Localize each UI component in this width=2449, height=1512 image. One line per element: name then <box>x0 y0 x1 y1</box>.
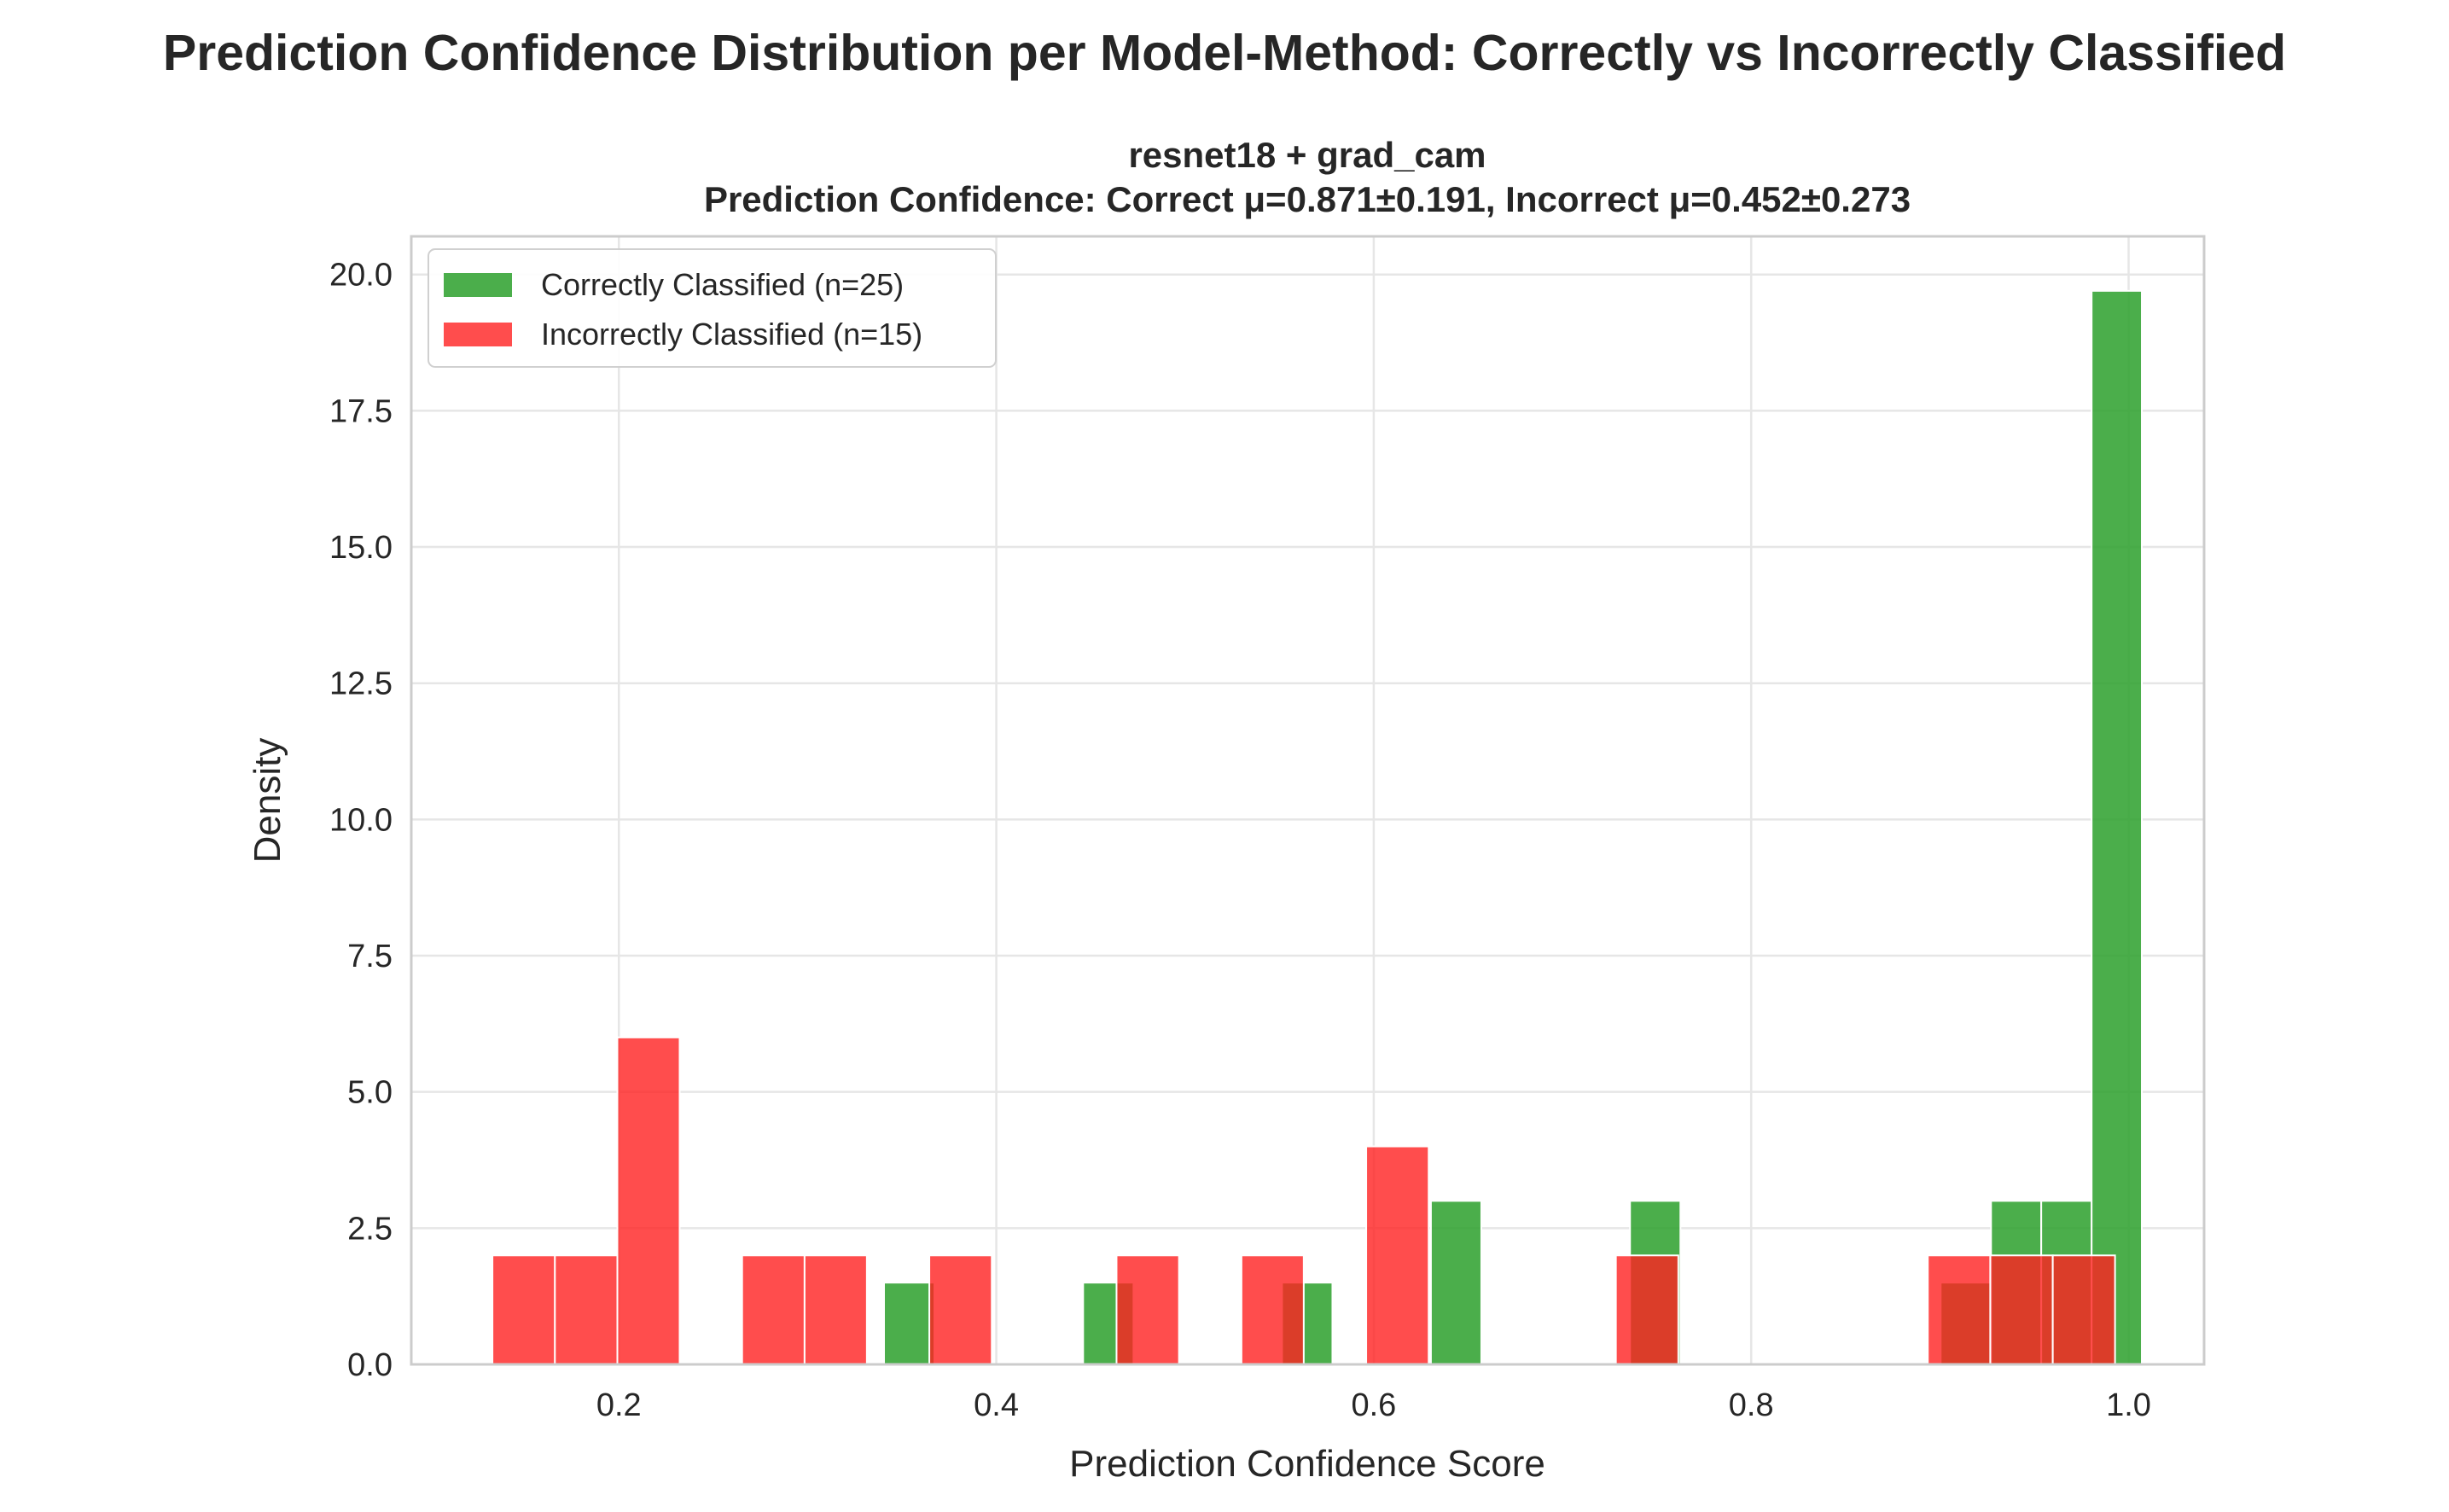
y-tick-label: 5.0 <box>347 1075 393 1111</box>
legend-swatch-incorrect <box>444 323 512 346</box>
y-tick-label: 17.5 <box>329 393 393 429</box>
y-tick-label: 12.5 <box>329 666 393 702</box>
y-axis-label: Density <box>247 738 288 864</box>
bar-incorrect <box>1365 1145 1430 1365</box>
legend-box <box>428 248 997 368</box>
x-axis-ticks: 0.2 0.4 0.6 0.8 1.0 <box>596 1387 2151 1423</box>
y-tick-label: 20.0 <box>329 258 393 294</box>
bar-incorrect <box>554 1254 619 1365</box>
y-tick-label: 15.0 <box>329 530 393 566</box>
bar-incorrect <box>1927 1254 1992 1365</box>
bar-incorrect <box>803 1254 868 1365</box>
x-axis-label: Prediction Confidence Score <box>1069 1443 1545 1485</box>
bar-correct <box>2091 289 2144 1365</box>
legend-label-correct: Correctly Classified (n=25) <box>541 267 904 302</box>
y-axis-ticks: 0.0 2.5 5.0 7.5 10.0 12.5 15.0 17.5 20.0 <box>329 258 393 1383</box>
chart-subtitle: Prediction Confidence: Correct μ=0.871±0… <box>704 179 1911 219</box>
plot-background <box>411 236 2204 1364</box>
series-incorrect-bars <box>492 1036 2116 1366</box>
x-tick-label: 0.8 <box>1729 1387 1774 1423</box>
bar-correct <box>1429 1200 1482 1365</box>
x-tick-label: 0.2 <box>596 1387 642 1423</box>
bar-incorrect <box>741 1254 806 1365</box>
bar-incorrect <box>616 1036 681 1366</box>
legend-label-incorrect: Incorrectly Classified (n=15) <box>541 317 922 352</box>
bar-incorrect <box>1115 1254 1180 1365</box>
plot-frame <box>410 235 2206 1366</box>
bar-incorrect <box>1614 1254 1679 1365</box>
bar-incorrect <box>1989 1254 2054 1365</box>
x-tick-label: 1.0 <box>2106 1387 2151 1423</box>
y-tick-label: 7.5 <box>347 939 393 974</box>
y-tick-label: 2.5 <box>347 1211 393 1247</box>
x-tick-label: 0.6 <box>1351 1387 1396 1423</box>
y-tick-label: 0.0 <box>347 1347 393 1383</box>
bar-incorrect <box>928 1254 993 1365</box>
bar-incorrect <box>1240 1254 1305 1365</box>
figure-title: Prediction Confidence Distribution per M… <box>162 25 2287 81</box>
chart-title: resnet18 + grad_cam <box>1128 135 1486 175</box>
bar-correct <box>883 1282 936 1365</box>
legend: Correctly Classified (n=25) Incorrectly … <box>428 248 997 368</box>
x-tick-label: 0.4 <box>974 1387 1019 1423</box>
bar-incorrect <box>492 1254 556 1365</box>
bar-incorrect <box>2051 1254 2116 1365</box>
legend-swatch-correct <box>444 273 512 297</box>
y-tick-label: 10.0 <box>329 802 393 838</box>
